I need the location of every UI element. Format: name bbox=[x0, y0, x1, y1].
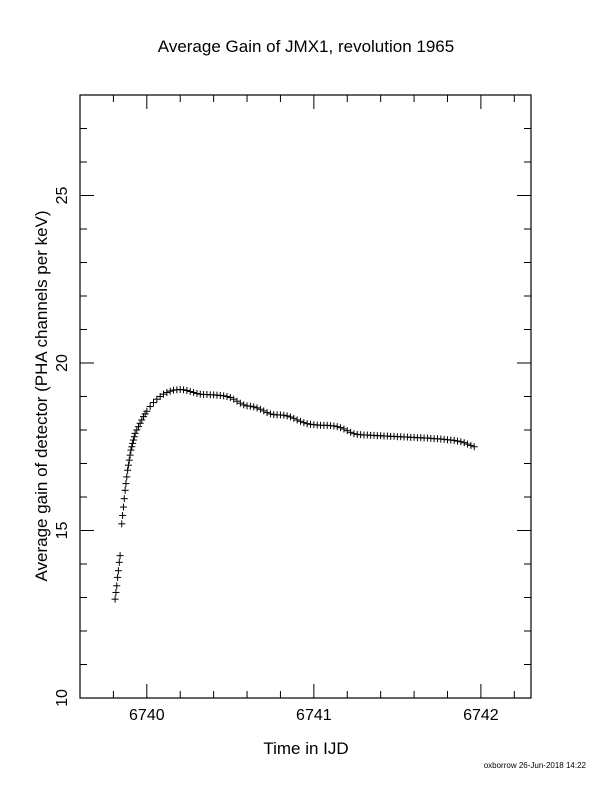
data-point bbox=[160, 390, 168, 398]
data-point bbox=[280, 411, 288, 419]
data-point bbox=[266, 410, 274, 418]
data-point bbox=[183, 386, 191, 394]
data-point bbox=[333, 423, 341, 431]
data-point bbox=[118, 520, 126, 528]
data-point bbox=[340, 425, 348, 433]
x-axis-label: Time in IJD bbox=[263, 739, 348, 758]
data-point bbox=[149, 399, 157, 407]
data-point bbox=[190, 388, 198, 396]
data-point bbox=[290, 414, 298, 422]
data-point bbox=[124, 461, 132, 469]
data-point bbox=[347, 428, 355, 436]
data-point bbox=[246, 402, 254, 410]
data-point bbox=[113, 582, 121, 590]
data-point bbox=[286, 413, 294, 421]
data-point bbox=[143, 407, 151, 415]
chart-title: Average Gain of JMX1, revolution 1965 bbox=[158, 37, 454, 56]
data-point bbox=[115, 558, 123, 566]
data-point bbox=[457, 438, 465, 446]
data-point bbox=[120, 495, 128, 503]
data-point bbox=[163, 388, 171, 396]
y-tick-label: 20 bbox=[54, 354, 71, 372]
data-point bbox=[256, 405, 264, 413]
data-point bbox=[193, 389, 201, 397]
data-point bbox=[226, 394, 234, 402]
axis-tick-labels: 6740 6741 6742 10 15 20 25 bbox=[54, 187, 499, 725]
data-point bbox=[240, 401, 248, 409]
data-point bbox=[470, 443, 478, 451]
data-point bbox=[260, 407, 268, 415]
data-point bbox=[122, 480, 130, 488]
data-point bbox=[124, 466, 132, 474]
data-point bbox=[343, 427, 351, 435]
data-point bbox=[136, 419, 144, 427]
data-point bbox=[180, 386, 188, 394]
data-point bbox=[119, 503, 127, 511]
data-point bbox=[250, 403, 258, 411]
data-point bbox=[450, 436, 458, 444]
data-point bbox=[330, 422, 338, 430]
x-tick-label: 6741 bbox=[296, 707, 332, 724]
data-point bbox=[283, 412, 291, 420]
data-point bbox=[253, 404, 261, 412]
data-point bbox=[300, 419, 308, 427]
data-point bbox=[464, 440, 472, 448]
data-point bbox=[467, 441, 475, 449]
data-point bbox=[454, 437, 462, 445]
data-point bbox=[129, 436, 137, 444]
data-point bbox=[460, 439, 468, 447]
data-point bbox=[112, 588, 120, 596]
axis-ticks bbox=[80, 95, 531, 699]
data-point bbox=[296, 417, 304, 425]
data-point bbox=[293, 416, 301, 424]
y-tick-label: 25 bbox=[54, 187, 71, 205]
data-point bbox=[119, 511, 127, 519]
data-point bbox=[146, 403, 154, 411]
data-point bbox=[111, 595, 119, 603]
data-point bbox=[114, 573, 122, 581]
data-point bbox=[166, 387, 174, 395]
data-point bbox=[303, 420, 311, 428]
data-point bbox=[123, 473, 131, 481]
data-point bbox=[125, 456, 133, 464]
data-point bbox=[134, 423, 142, 431]
x-tick-label: 6740 bbox=[129, 707, 165, 724]
data-point bbox=[138, 416, 146, 424]
data-point bbox=[133, 426, 141, 434]
plot-frame bbox=[79, 94, 532, 699]
data-point bbox=[186, 387, 194, 395]
y-tick-label: 10 bbox=[54, 689, 71, 707]
data-points bbox=[111, 385, 478, 603]
data-point bbox=[126, 451, 134, 459]
data-point bbox=[114, 567, 122, 575]
data-point bbox=[223, 393, 231, 400]
x-tick-label: 6742 bbox=[463, 707, 499, 724]
credit-stamp: oxborrow 26-Jun-2018 14:22 bbox=[484, 761, 587, 770]
data-point bbox=[236, 399, 244, 407]
data-point bbox=[128, 443, 136, 451]
data-point bbox=[130, 433, 138, 441]
data-point bbox=[350, 430, 358, 438]
data-point bbox=[263, 409, 271, 417]
y-tick-label: 15 bbox=[54, 522, 71, 540]
data-point bbox=[121, 486, 129, 494]
data-point bbox=[129, 439, 137, 447]
y-axis-label: Average gain of detector (PHA channels p… bbox=[32, 210, 51, 581]
data-point bbox=[337, 424, 345, 432]
data-point bbox=[116, 552, 124, 560]
data-point bbox=[127, 446, 135, 454]
data-point bbox=[220, 392, 228, 400]
data-point bbox=[131, 429, 139, 437]
